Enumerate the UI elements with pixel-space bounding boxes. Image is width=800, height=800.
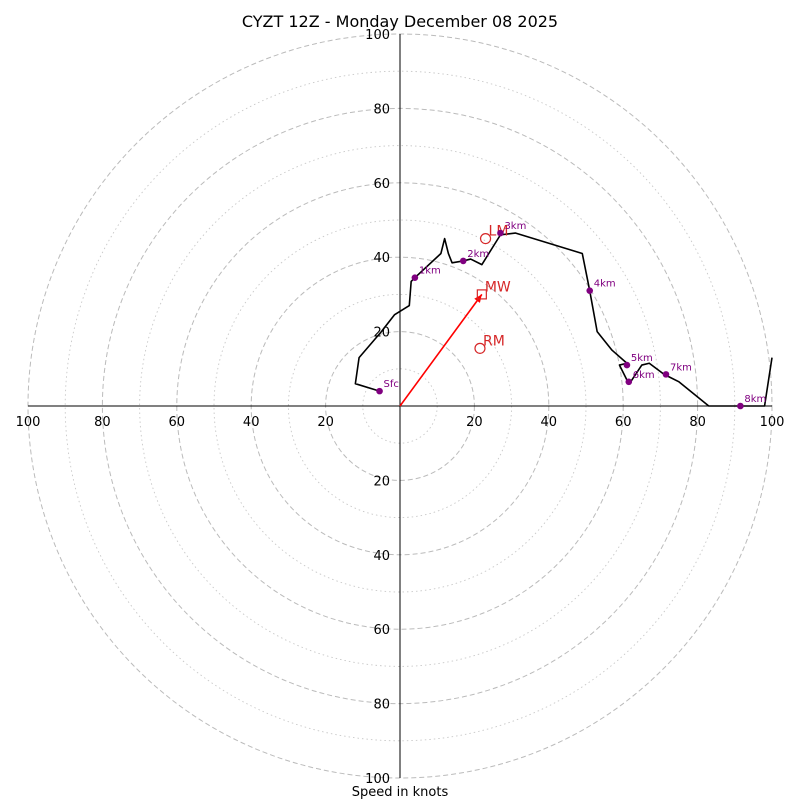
tick-label-x-left: 100 [16,415,41,430]
height-marker-7km [662,371,670,378]
tick-label-y-top: 100 [365,28,390,43]
height-marker-6km [625,378,633,386]
height-label-7km: 7km [670,362,692,373]
height-label-6km: 6km [633,370,655,381]
height-marker-2km [459,257,467,265]
tick-label-y-bottom: 20 [373,474,390,489]
storm-motion-label-rm: RM [483,333,505,349]
tick-label-y-bottom: 40 [373,549,390,564]
height-marker-8km [737,402,744,410]
height-label-2km: 2km [467,249,489,260]
tick-label-y-bottom: 100 [365,772,390,787]
height-marker-5km [623,361,631,369]
height-label-8km: 8km [744,394,766,405]
tick-label-x-left: 20 [317,415,334,430]
tick-label-x-right: 20 [466,415,483,430]
storm-motion-label-mw: MW [485,279,511,295]
hodograph-trace [354,232,773,407]
height-label-5km: 5km [631,353,653,364]
hodograph-line [354,232,773,407]
height-marker-1km [411,274,419,281]
mean-wind-arrow-shaft [399,293,483,407]
height-marker-3km [497,229,504,237]
height-markers: Sfc 1km 2km 3km 4km 5km 6km 7km 8km [376,221,766,410]
storm-motion-marker-lm [479,233,492,245]
height-label-1km: 1km [419,266,441,277]
tick-label-x-left: 60 [169,415,186,430]
chart-title: CYZT 12Z - Monday December 08 2025 [242,12,558,31]
storm-motion-marker-rm [474,342,486,354]
height-label-sfc: Sfc [384,379,399,390]
height-label-3km: 3km [504,221,526,232]
height-label-4km: 4km [594,279,616,290]
storm-motion-marker-mw [476,289,487,300]
tick-label-y-top: 80 [373,102,390,117]
tick-label-x-right: 80 [689,415,706,430]
tick-labels: 100 80 60 40 20 20 40 60 80 100100806040202040608… [16,28,785,787]
storm-motions: LMMWRM [474,224,511,354]
height-marker-sfc [376,387,383,395]
tick-label-x-right: 60 [615,415,632,430]
tick-label-x-right: 100 [760,415,785,430]
tick-label-x-left: 80 [94,415,111,430]
x-axis-label: Speed in knots [352,785,449,800]
tick-label-y-top: 40 [373,251,390,266]
height-marker-4km [586,287,594,294]
tick-label-x-right: 40 [541,415,558,430]
tick-label-y-top: 60 [373,177,390,192]
tick-label-y-bottom: 80 [373,698,390,713]
tick-label-x-left: 40 [243,415,260,430]
tick-label-y-bottom: 60 [373,623,390,638]
mean-wind-arrow [399,293,483,407]
